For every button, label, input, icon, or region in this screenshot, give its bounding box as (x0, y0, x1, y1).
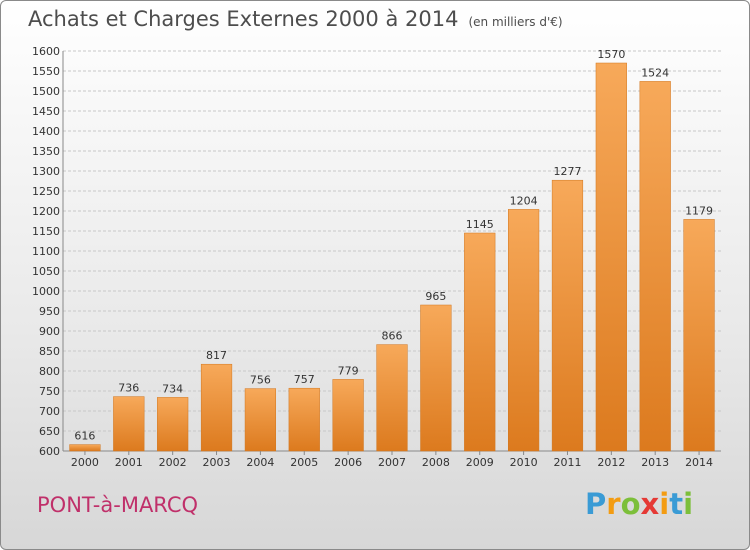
logo-letter: x (640, 487, 660, 521)
y-tick-label: 1200 (32, 205, 60, 218)
x-tick-label: 2014 (685, 456, 713, 469)
x-tick-label: 2008 (422, 456, 450, 469)
bar (507, 209, 540, 452)
data-label: 756 (250, 374, 271, 387)
y-tick-label: 1100 (32, 245, 60, 258)
y-tick-label: 1000 (32, 285, 60, 298)
x-tick-label: 2013 (641, 456, 669, 469)
data-label: 1570 (597, 48, 625, 61)
proxiti-logo: Proxiti (585, 487, 693, 521)
x-tick-label: 2003 (203, 456, 231, 469)
data-label: 1145 (466, 218, 494, 231)
bar (683, 219, 715, 452)
y-tick-label: 1400 (32, 125, 60, 138)
bar (551, 179, 584, 452)
y-tick-label: 900 (39, 325, 60, 338)
bar (69, 444, 101, 452)
y-tick-label: 650 (39, 425, 60, 438)
data-label: 1204 (510, 194, 538, 207)
data-label: 757 (294, 373, 315, 386)
x-tick-label: 2012 (597, 456, 625, 469)
chart-title-text: Achats et Charges Externes 2000 à 2014 (28, 7, 459, 31)
bar (595, 62, 627, 452)
bar (157, 397, 189, 452)
data-label: 779 (338, 364, 359, 377)
y-tick-label: 750 (39, 385, 60, 398)
chart-subtitle: (en milliers d'€) (468, 15, 563, 29)
y-tick-label: 1600 (32, 45, 60, 58)
bar (244, 388, 277, 452)
x-tick-label: 2001 (115, 456, 143, 469)
y-tick-label: 800 (39, 365, 60, 378)
data-label: 1277 (553, 165, 581, 178)
bar (200, 363, 233, 452)
data-label: 1524 (641, 66, 669, 79)
bar (332, 379, 364, 452)
y-tick-label: 1450 (32, 105, 60, 118)
logo-letter: o (620, 487, 641, 521)
y-tick-label: 1350 (32, 145, 60, 158)
y-tick-label: 1150 (32, 225, 60, 238)
x-tick-label: 2004 (246, 456, 274, 469)
logo-letter: i (683, 487, 694, 521)
y-tick-label: 1300 (32, 165, 60, 178)
x-tick-label: 2000 (71, 456, 99, 469)
logo-letter: i (659, 487, 670, 521)
x-tick-label: 2005 (290, 456, 318, 469)
y-tick-label: 1550 (32, 65, 60, 78)
bar (376, 344, 408, 452)
y-tick-label: 1500 (32, 85, 60, 98)
x-tick-label: 2011 (553, 456, 581, 469)
data-label: 736 (118, 382, 139, 395)
bar (113, 396, 145, 452)
logo-letter: P (585, 487, 607, 521)
data-label: 866 (382, 330, 403, 343)
bar (464, 232, 496, 452)
x-tick-label: 2002 (159, 456, 187, 469)
data-label: 1179 (685, 204, 713, 217)
x-tick-label: 2009 (466, 456, 494, 469)
bar (288, 387, 320, 452)
x-tick-label: 2007 (378, 456, 406, 469)
data-label: 734 (162, 382, 183, 395)
commune-name: PONT-à-MARCQ (37, 493, 199, 517)
y-tick-label: 950 (39, 305, 60, 318)
y-tick-label: 600 (39, 445, 60, 458)
logo-letter: t (669, 487, 684, 521)
logo-letter: r (606, 487, 621, 521)
y-tick-label: 1050 (32, 265, 60, 278)
data-label: 817 (206, 349, 227, 362)
data-label: 965 (425, 290, 446, 303)
bar (420, 304, 452, 452)
x-tick-label: 2010 (510, 456, 538, 469)
data-label: 616 (74, 430, 95, 443)
y-tick-label: 700 (39, 405, 60, 418)
y-tick-label: 850 (39, 345, 60, 358)
chart-title: Achats et Charges Externes 2000 à 2014 (e… (28, 7, 563, 31)
bar (639, 81, 671, 452)
x-tick-label: 2006 (334, 456, 362, 469)
y-tick-label: 1250 (32, 185, 60, 198)
